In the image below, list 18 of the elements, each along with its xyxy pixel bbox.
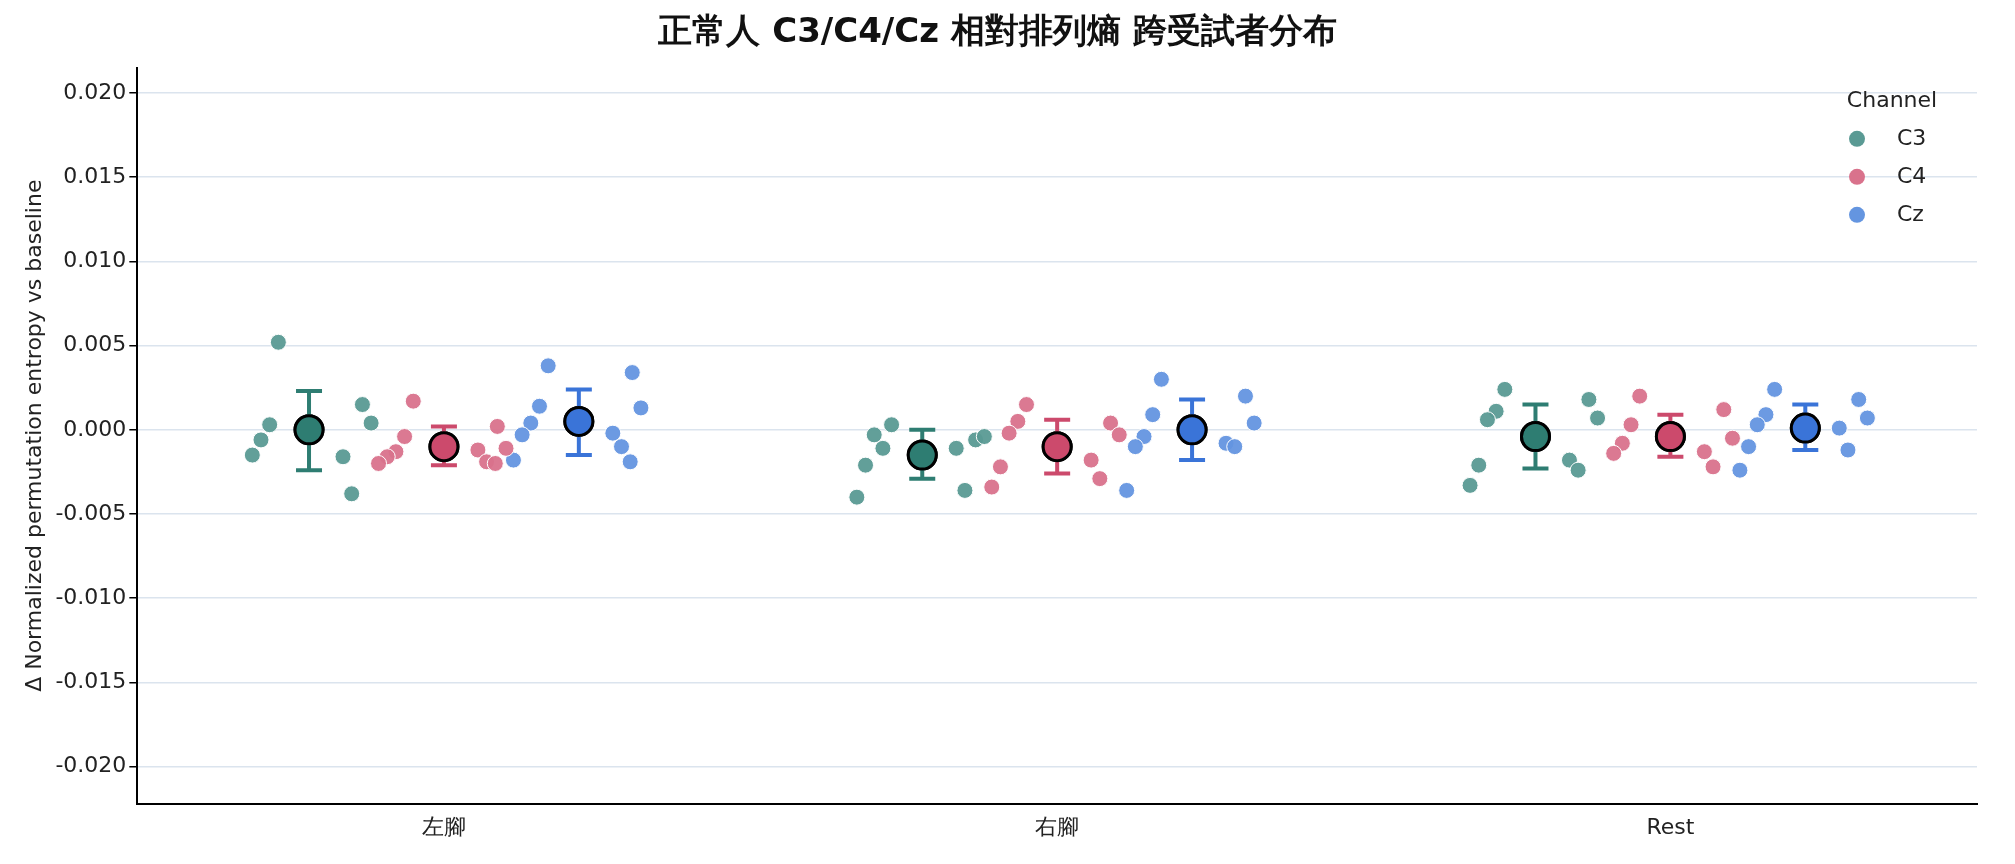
y-axis-title: Δ Normalized permutation entropy vs baseline: [20, 179, 46, 692]
x-tick-label: 右腳: [1035, 813, 1080, 839]
legend-label: Cz: [1897, 200, 1924, 226]
x-tick-label: Rest: [1646, 813, 1695, 839]
legend-title: Channel: [1846, 86, 1938, 112]
y-tick-label: 0.010: [63, 247, 127, 273]
y-tick-label: 0.005: [63, 331, 127, 357]
legend-label: C4: [1897, 162, 1927, 188]
y-tick-label: -0.015: [55, 668, 127, 694]
y-tick-label: -0.010: [55, 583, 127, 609]
legend-label: C3: [1897, 124, 1927, 150]
y-tick-label: 0.015: [63, 162, 127, 188]
chart-title: 正常人 C3/C4/Cz 相對排列熵 跨受試者分布: [657, 10, 1337, 51]
x-tick-label: 左腳: [421, 813, 466, 839]
y-tick-label: 0.020: [63, 78, 127, 104]
y-tick-label: -0.005: [55, 499, 127, 525]
y-tick-label: -0.020: [55, 752, 127, 778]
y-tick-label: 0.000: [63, 415, 127, 441]
